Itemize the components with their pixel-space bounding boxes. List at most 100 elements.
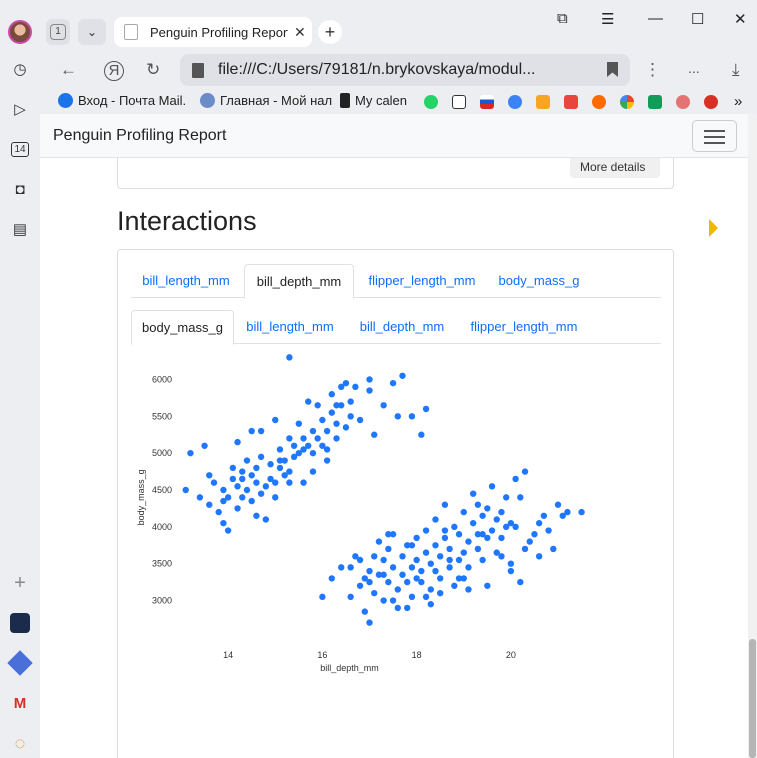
profile-avatar[interactable] — [8, 20, 32, 44]
scatter-point — [469, 490, 477, 497]
video-icon[interactable]: ▷ — [14, 101, 26, 118]
scatter-point — [305, 442, 312, 449]
menu-icon[interactable]: ☰ — [601, 11, 615, 28]
check-icon[interactable] — [704, 95, 718, 109]
bookmark-nalog[interactable]: Главная - Мой нал — [200, 93, 332, 108]
side-rail: ◷ ▷ 14 ◘ ▤ + M ◌ — [0, 0, 40, 758]
more-vert-icon[interactable]: ⋮ — [644, 60, 661, 79]
tab-bill-length[interactable]: bill_length_mm — [246, 319, 334, 334]
scatter-point — [517, 578, 524, 586]
screenshot-icon[interactable]: ◘ — [15, 180, 25, 198]
google-icon[interactable] — [620, 95, 634, 109]
search-red-icon[interactable] — [676, 95, 690, 109]
close-tab-icon[interactable]: ✕ — [294, 23, 306, 40]
tab-body-mass[interactable]: body_mass_g — [131, 310, 234, 345]
more-details-button[interactable]: More details — [570, 158, 660, 178]
scatter-point — [418, 567, 425, 575]
tab-bill-length[interactable]: bill_length_mm — [142, 273, 230, 288]
app-icon-3[interactable]: ◌ — [14, 732, 26, 753]
bookmarks-bar: Вход - Почта Mail. Главная - Мой нал My … — [40, 90, 757, 114]
scatter-point — [239, 468, 246, 475]
tab-flipper-length[interactable]: flipper_length_mm — [368, 273, 476, 288]
scatter-point — [408, 593, 416, 601]
scatter-point — [413, 575, 420, 582]
scatter-point — [460, 508, 467, 516]
navbar-toggler-menu-icon[interactable] — [692, 120, 737, 152]
tab-counter[interactable]: 1 — [46, 19, 70, 45]
new-tab-icon[interactable]: + — [318, 20, 342, 44]
flag-icon[interactable] — [480, 95, 494, 109]
bookmarks-more-icon[interactable]: » — [734, 93, 743, 110]
scatter-point — [224, 494, 232, 501]
maximize-icon[interactable]: ☐ — [691, 11, 705, 28]
envelope-icon[interactable] — [536, 95, 550, 109]
scatter-point — [272, 494, 279, 501]
calendar-icon[interactable]: 14 — [9, 138, 31, 160]
scatter-point — [361, 608, 368, 615]
scatter-point — [451, 582, 458, 589]
bookmark-mail[interactable]: Вход - Почта Mail. — [58, 93, 186, 108]
scatter-point — [455, 575, 463, 582]
scatter-point — [319, 416, 326, 424]
scatter-point — [413, 534, 420, 542]
navbar-brand[interactable]: Penguin Profiling Report — [53, 127, 227, 144]
scatter-point — [220, 497, 227, 505]
scatter-point — [389, 564, 397, 571]
tab-bill-depth[interactable]: bill_depth_mm — [359, 319, 445, 334]
x-tick-label: 18 — [412, 650, 422, 660]
tab-body-mass[interactable]: body_mass_g — [498, 273, 580, 288]
scrollbar-thumb[interactable] — [749, 639, 756, 758]
scatter-point — [257, 453, 265, 461]
collections-icon[interactable]: ▤ — [12, 221, 28, 238]
scatter-plot: 3000 3500 4000 4500 5000 5500 6000 14 16 18 20 bill… — [136, 354, 585, 673]
download-icon[interactable]: ⤓ — [732, 60, 740, 79]
tab-bill-depth[interactable]: bill_depth_mm — [244, 264, 354, 299]
close-window-icon[interactable]: ✕ — [734, 11, 747, 28]
scatter-point — [526, 538, 533, 545]
active-tab[interactable]: Penguin Profiling Report ✕ — [114, 17, 312, 47]
app-icon-1[interactable] — [9, 612, 31, 634]
document-icon[interactable] — [452, 95, 466, 109]
scatter-point — [441, 501, 449, 508]
tab-flipper-length[interactable]: flipper_length_mm — [470, 319, 578, 334]
scatter-point — [493, 549, 500, 556]
target-icon[interactable] — [592, 95, 606, 109]
scatter-point — [465, 538, 472, 545]
gmail-icon[interactable]: M — [13, 694, 27, 712]
address-bar[interactable]: file:///C:/Users/79181/n.brykovskaya/mod… — [180, 54, 630, 86]
tab-list-chevron-icon[interactable]: ⌄ — [78, 19, 106, 45]
extensions-overflow[interactable]: ... — [688, 60, 700, 76]
scatter-point — [239, 475, 246, 483]
scatter-point — [436, 575, 444, 582]
gosuslugi-icon[interactable] — [508, 95, 522, 109]
scatter-point — [229, 475, 237, 483]
reload-icon[interactable]: ↻ — [146, 60, 161, 79]
scatter-point — [399, 372, 406, 379]
app-icon-2[interactable] — [7, 650, 33, 676]
app-red-icon[interactable] — [564, 95, 578, 109]
scatter-point — [413, 556, 420, 564]
file-icon — [192, 62, 204, 78]
yandex-icon[interactable]: Я — [104, 61, 124, 81]
scatter-point — [399, 571, 406, 578]
y-tick-label: 6000 — [152, 374, 172, 384]
sheets-icon[interactable] — [648, 95, 662, 109]
y-tick-label: 3000 — [152, 596, 172, 606]
minimize-icon[interactable]: — — [648, 10, 663, 27]
back-icon[interactable]: ← — [60, 60, 77, 79]
bookmark-manager-icon[interactable]: ⧉ — [557, 10, 568, 27]
page-scrollbar[interactable] — [748, 114, 757, 758]
scatter-point — [257, 427, 265, 435]
bookmark-icon[interactable] — [607, 62, 618, 77]
whatsapp-icon[interactable] — [424, 95, 438, 109]
scatter-point — [436, 589, 444, 597]
scatter-point — [422, 549, 430, 556]
scatter-point — [512, 475, 519, 483]
bookmark-calendar[interactable]: My calen — [340, 93, 407, 108]
scatter-point — [243, 457, 251, 464]
add-icon[interactable]: + — [14, 571, 26, 594]
history-icon[interactable]: ◷ — [13, 61, 27, 78]
scatter-point — [243, 486, 251, 494]
scatter-point — [276, 457, 284, 464]
page-favicon-icon — [124, 24, 138, 40]
